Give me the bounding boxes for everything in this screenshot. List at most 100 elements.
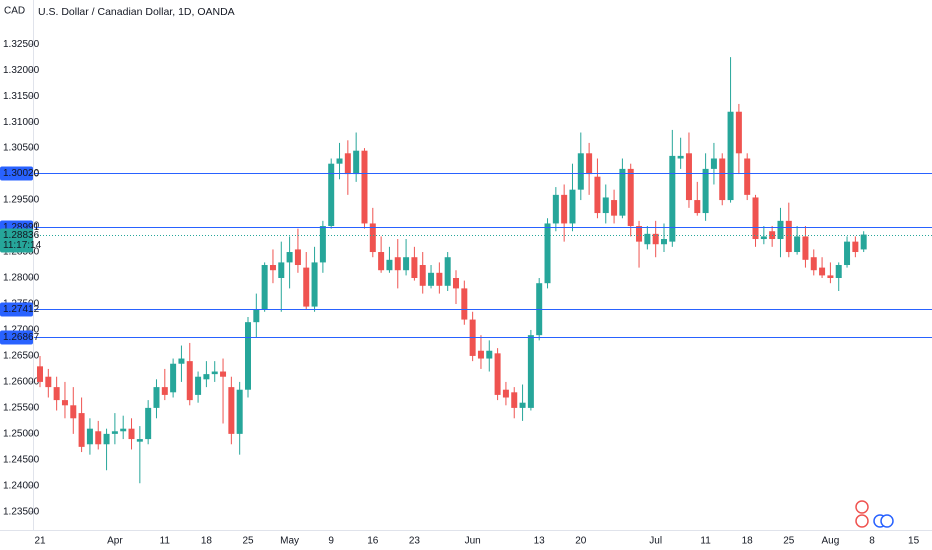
x-tick-label: 25 (783, 536, 795, 547)
event-icon (880, 514, 894, 528)
candle-body (569, 189, 576, 224)
x-tick-label: Apr (107, 536, 123, 547)
candle-body (735, 111, 742, 154)
candle-body (428, 272, 435, 286)
x-tick-label: Aug (822, 536, 840, 547)
candle-body (78, 413, 85, 447)
candle-body (253, 309, 260, 323)
candle-body (61, 400, 68, 406)
candle-body (120, 428, 127, 432)
x-tick-label: Jun (465, 536, 481, 547)
candle-body (844, 241, 851, 266)
candle-body (785, 220, 792, 253)
last-price-label: 1.28836 (3, 230, 40, 241)
candle-body (544, 223, 551, 284)
candle-body (303, 267, 310, 307)
candle-body (70, 405, 77, 419)
y-tick-label: 1.23500 (3, 506, 40, 517)
candle-body (128, 428, 135, 440)
x-tick-label: 18 (201, 536, 213, 547)
candle-body (835, 265, 842, 278)
candle-body (586, 153, 593, 175)
candles (37, 57, 867, 484)
candle-body (411, 257, 418, 278)
candle-body (453, 278, 459, 289)
candle-body (45, 376, 52, 388)
candle-body (777, 220, 784, 240)
level-label-box (0, 166, 33, 181)
y-tick-label: 1.31000 (3, 117, 40, 128)
candle-body (269, 265, 276, 271)
candle-body (95, 431, 102, 445)
candle-body (153, 387, 160, 408)
candle-body (278, 262, 285, 278)
candle-body (619, 168, 626, 216)
candle-body (170, 363, 177, 393)
candle-body (760, 236, 767, 240)
candle-body (661, 239, 667, 245)
candle-body (727, 111, 734, 201)
candle-body (444, 257, 451, 286)
candle-body (394, 257, 401, 271)
candle-body (228, 387, 235, 434)
candle-body (486, 350, 493, 359)
candle-body (577, 153, 584, 190)
x-tick-label: 8 (869, 536, 875, 547)
x-tick-label: 23 (409, 536, 421, 547)
candle-body (353, 150, 360, 175)
candle-body (511, 392, 518, 408)
candle-body (461, 288, 468, 320)
candle-body (636, 226, 643, 242)
level-label-box (0, 302, 33, 317)
candle-body (744, 158, 751, 195)
event-icon (855, 514, 869, 528)
last-price-box (0, 228, 33, 253)
candle-body (494, 353, 501, 395)
candle-body (860, 234, 867, 250)
x-tick-label: 13 (534, 536, 546, 547)
x-tick-label: 25 (242, 536, 254, 547)
candle-body (103, 433, 110, 445)
candle-body (627, 168, 634, 227)
y-tick-label: 1.30500 (3, 143, 40, 154)
candle-body (178, 358, 185, 364)
candle-body (594, 176, 601, 214)
y-tick-label: 1.32000 (3, 65, 40, 76)
countdown-label: 11:17:14 (3, 240, 42, 251)
candle-body (419, 265, 426, 286)
y-tick-label: 1.31500 (3, 91, 40, 102)
y-tick-label: 1.27000 (3, 325, 40, 336)
candle-body (436, 272, 443, 286)
candle-body (369, 223, 376, 253)
x-tick-label: 15 (908, 536, 920, 547)
chart-title: U.S. Dollar / Canadian Dollar, 1D, OANDA (38, 6, 235, 18)
y-tick-label: 1.28000 (3, 273, 40, 284)
candle-body (819, 267, 826, 276)
candle-body (145, 407, 152, 440)
candle-body (328, 163, 335, 227)
candle-body (286, 252, 293, 263)
candle-body (852, 241, 859, 253)
candle-body (694, 200, 701, 214)
candle-body (203, 374, 210, 380)
candle-body (344, 153, 351, 175)
candle-body (719, 158, 726, 201)
x-tick-label: 16 (367, 536, 379, 547)
y-tick-label: 1.24000 (3, 480, 40, 491)
candle-body (552, 194, 559, 224)
candle-body (702, 168, 709, 214)
candle-body (561, 194, 568, 224)
candle-body (652, 233, 659, 245)
candle-body (245, 322, 251, 390)
candle-body (810, 257, 817, 271)
candle-body (669, 155, 676, 242)
candle-body (386, 259, 393, 271)
x-tick-label: Jul (649, 536, 662, 547)
event-icon (855, 500, 869, 514)
candle-body (611, 200, 618, 216)
candle-body (111, 431, 118, 434)
candle-body (685, 153, 692, 201)
